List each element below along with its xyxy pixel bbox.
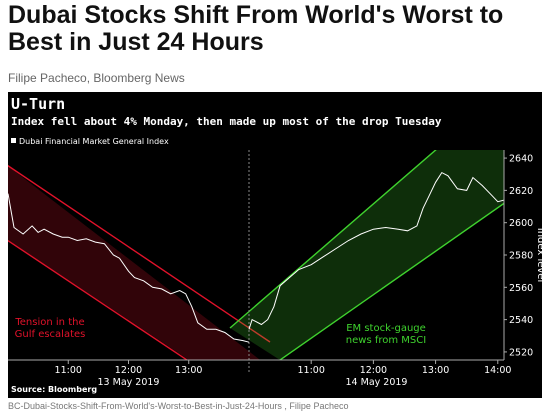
x-tick-label: 12:00: [115, 365, 142, 376]
y-tick-label: 2620: [509, 186, 533, 197]
series-line-1: [8, 193, 250, 343]
annotation-line: EM stock-gauge: [346, 323, 426, 334]
annotation-line: Tension in the: [14, 317, 84, 328]
up-channel-lower: [278, 202, 504, 360]
channels: [8, 150, 504, 360]
session-date-label: 13 May 2019: [98, 377, 160, 388]
y-axis-label: Index level: [535, 228, 542, 283]
annotation-2: EM stock-gauge news from MSCI: [346, 323, 426, 346]
down-channel-lower: [8, 239, 189, 360]
x-tick-label: 13:00: [175, 365, 202, 376]
x-tick-label: 11:00: [297, 365, 324, 376]
series-line-2: [248, 171, 504, 330]
y-tick-label: 2540: [509, 315, 533, 326]
chart-source: Source: Bloomberg: [11, 385, 98, 394]
session-date-label: 14 May 2019: [346, 377, 408, 388]
y-tick-label: 2560: [509, 283, 533, 294]
legend-label: Dubai Financial Market General Index: [19, 137, 169, 146]
annotation-line: news from MSCI: [346, 335, 426, 346]
y-tick-label: 2520: [509, 347, 533, 358]
chart: Dubai Financial Market General Index 2520…: [8, 137, 542, 388]
up-channel-upper: [229, 150, 437, 329]
x-tick-label: 12:00: [360, 365, 387, 376]
x-tick-label: 14:00: [484, 365, 511, 376]
y-tick-label: 2580: [509, 251, 533, 262]
byline: Filipe Pacheco, Bloomberg News: [8, 71, 185, 85]
y-tick-label: 2600: [509, 218, 533, 229]
down-channel-fill: [8, 166, 261, 360]
chart-subtitle: Index fell about 4% Monday, then made up…: [11, 115, 442, 128]
legend-swatch: [11, 138, 16, 143]
y-tick-label: 2640: [509, 154, 533, 165]
annotation-line: Gulf escalates: [15, 329, 86, 340]
headline: Dubai Stocks Shift From World's Worst to…: [8, 1, 504, 56]
up-channel-fill: [230, 150, 504, 360]
down-channel-upper: [8, 164, 271, 343]
x-tick-label: 11:00: [55, 365, 82, 376]
chart-panel: Dubai Financial Market General Index 2520…: [8, 92, 542, 398]
x-tick-label: 13:00: [422, 365, 449, 376]
image-caption: BC-Dubai-Stocks-Shift-From-World's-Worst…: [8, 401, 349, 411]
annotation-1: Tension in the Gulf escalates: [14, 317, 85, 340]
chart-title: U-Turn: [11, 95, 66, 113]
